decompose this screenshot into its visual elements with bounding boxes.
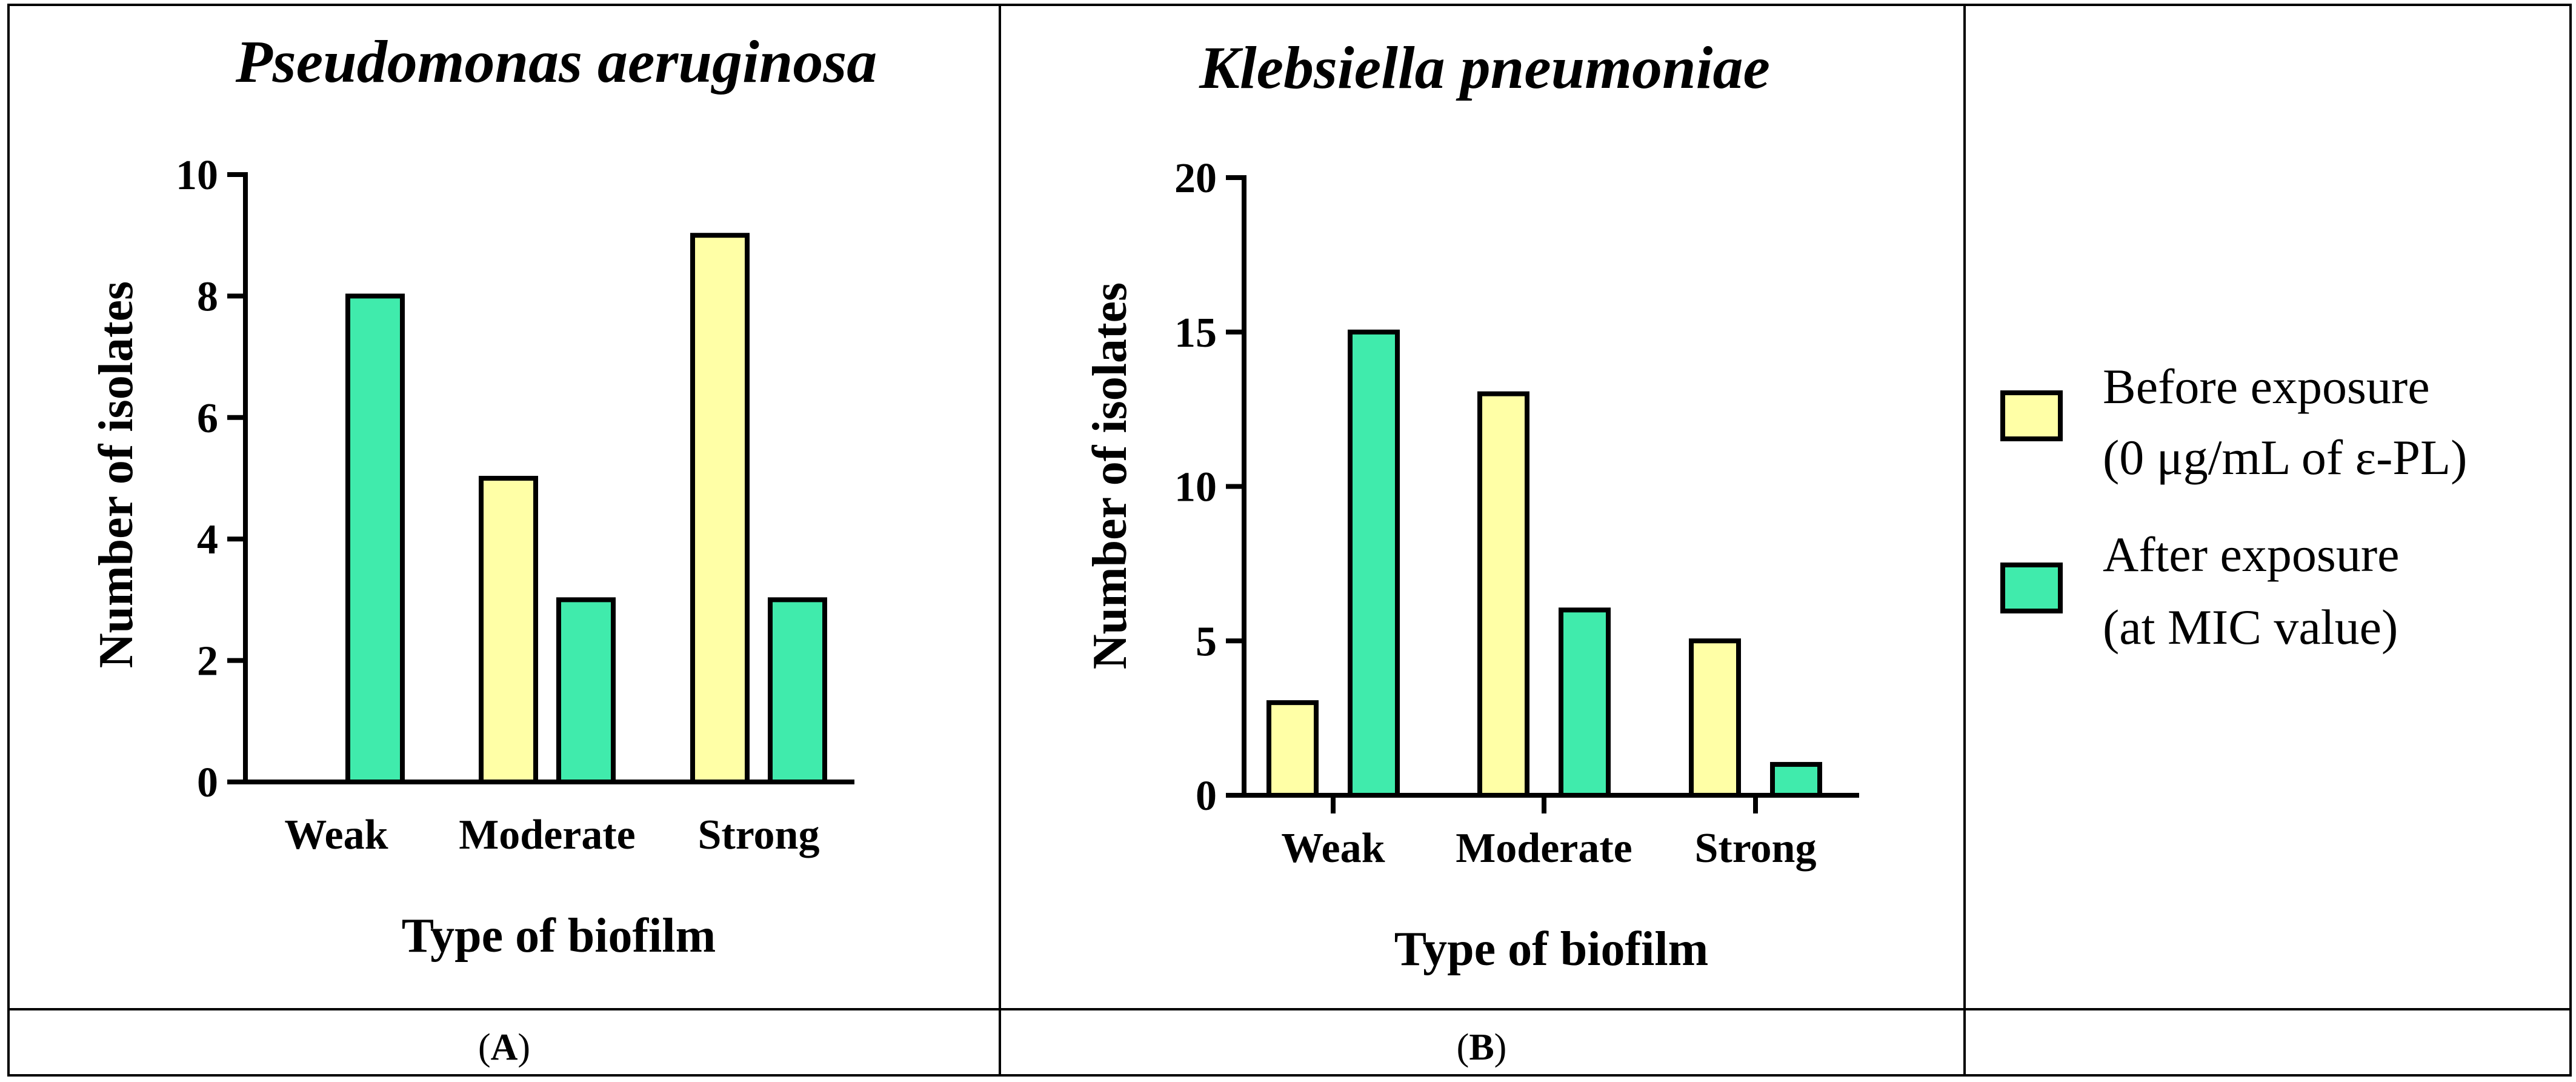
- chart-b-y-tick-label: 0: [1196, 773, 1217, 820]
- chart-a-y-tick-label: 6: [197, 395, 218, 442]
- chart-b-y-tick-label: 10: [1174, 464, 1217, 511]
- legend: Before exposure (0 μg/mL of ε-PL) After …: [2000, 359, 2467, 655]
- chart-a-y-tick-label: 10: [176, 152, 218, 199]
- chart-b-y-tick-label: 20: [1174, 155, 1217, 202]
- chart-b-y-tick-label: 15: [1174, 310, 1217, 356]
- legend-before-line1: Before exposure: [2103, 359, 2430, 414]
- chart-a-bar-before-moderate: [479, 476, 538, 784]
- chart-b-x-tick-label: Weak: [1281, 825, 1385, 872]
- chart-a-title: Pseudomonas aeruginosa: [235, 28, 877, 95]
- chart-b-plot: Weak Moderate Strong 0 5 10 15 20: [1174, 155, 1859, 872]
- chart-a-y-tick-label: 8: [197, 273, 218, 320]
- chart-b-bar-after-moderate: [1559, 607, 1611, 798]
- chart-b-bar-before-moderate: [1477, 391, 1529, 798]
- chart-a-bar-after-weak: [345, 293, 405, 784]
- chart-b-x-tick-label: Moderate: [1456, 825, 1632, 872]
- chart-b-panel-label-open: (: [1457, 1027, 1469, 1068]
- chart-a-x-tick-label: Weak: [284, 812, 388, 858]
- chart-b-x-tick-label: Strong: [1695, 825, 1817, 872]
- chart-a-bar-after-strong: [768, 597, 827, 785]
- chart-b-panel-label-close: ): [1494, 1027, 1507, 1068]
- figure-frame: [7, 4, 2572, 1077]
- chart-b-bar-before-weak: [1266, 700, 1319, 798]
- legend-swatch-before: [2000, 390, 2063, 441]
- chart-b-bar-after-weak: [1348, 329, 1400, 798]
- legend-before-line2: (0 μg/mL of ε-PL): [2103, 430, 2467, 485]
- legend-after-line2: (at MIC value): [2103, 599, 2398, 655]
- legend-after-line1: After exposure: [2103, 527, 2400, 582]
- chart-a-x-tick-label: Moderate: [459, 812, 636, 858]
- chart-a-panel-label-letter: A: [491, 1027, 518, 1068]
- chart-a-bar-before-strong: [690, 233, 750, 784]
- chart-b-title: Klebsiella pneumoniae: [1199, 34, 1770, 101]
- chart-a-y-tick-label: 2: [197, 638, 218, 685]
- chart-a-y-tick-label: 4: [197, 516, 218, 563]
- chart-b: Klebsiella pneumoniae Number of isolates…: [1083, 34, 1859, 1068]
- chart-b-panel-label: (B): [1457, 1027, 1507, 1068]
- chart-b-y-axis-title: Number of isolates: [1083, 282, 1137, 669]
- chart-a-panel-label-close: ): [518, 1027, 530, 1068]
- chart-a-x-tick-label: Strong: [698, 812, 820, 858]
- chart-b-x-axis-title: Type of biofilm: [1394, 923, 1709, 976]
- chart-a-x-axis-title: Type of biofilm: [402, 909, 716, 963]
- frame-border: [7, 4, 2572, 1077]
- chart-a-bar-after-moderate: [556, 597, 616, 785]
- chart-b-bar-after-strong: [1770, 762, 1822, 798]
- chart-a-y-tick-label: 0: [197, 760, 218, 806]
- chart-a: Pseudomonas aeruginosa Number of isolate…: [90, 28, 877, 1068]
- chart-b-y-tick-label: 5: [1196, 618, 1217, 665]
- chart-b-bar-before-strong: [1689, 638, 1741, 798]
- chart-a-y-axis-title: Number of isolates: [90, 281, 143, 668]
- chart-a-panel-label-open: (: [478, 1027, 491, 1068]
- chart-b-panel-label-letter: B: [1469, 1027, 1494, 1068]
- legend-swatch-after: [2000, 563, 2063, 613]
- chart-a-panel-label: (A): [478, 1027, 530, 1068]
- chart-a-plot: Weak Moderate Strong 0 2 4 6 8 10: [176, 152, 854, 858]
